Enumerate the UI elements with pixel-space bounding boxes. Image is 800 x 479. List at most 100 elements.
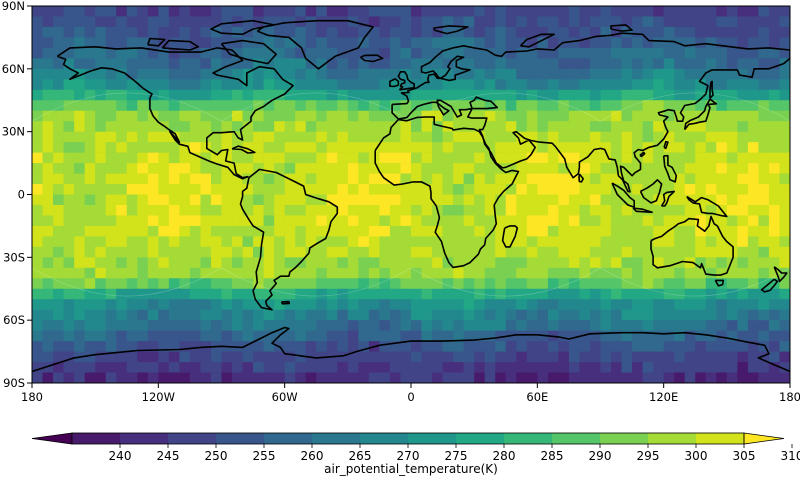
data-cell (463, 246, 475, 258)
data-cell (537, 351, 549, 363)
data-cell (547, 68, 559, 80)
data-cell (232, 79, 243, 91)
data-cell (463, 142, 475, 153)
data-cell (600, 37, 612, 49)
data-cell (432, 351, 443, 363)
data-cell (758, 6, 770, 17)
data-cell (421, 131, 433, 143)
data-cell (726, 37, 738, 49)
coastline-cuba (231, 145, 256, 154)
data-cell (74, 320, 85, 331)
data-cell (263, 236, 275, 248)
data-cell (737, 194, 749, 206)
data-cell (432, 37, 443, 49)
data-cell (316, 267, 328, 279)
data-cell (411, 26, 422, 38)
data-cell (547, 225, 559, 237)
data-cell (579, 372, 591, 383)
data-cell (505, 215, 517, 227)
data-cell (63, 16, 75, 28)
data-cell (95, 288, 106, 300)
data-cell (600, 152, 612, 164)
data-cell (189, 246, 201, 258)
data-cell (63, 26, 75, 38)
data-cell (137, 194, 149, 206)
data-cell (358, 320, 370, 331)
data-cell (305, 6, 317, 17)
data-cell (158, 152, 170, 164)
data-cell (684, 278, 696, 290)
data-cell (747, 267, 759, 279)
data-cell (368, 215, 380, 227)
data-cell (147, 215, 159, 227)
data-cell (295, 330, 307, 342)
data-cell (168, 121, 180, 132)
data-cell (716, 267, 728, 279)
data-cell (221, 309, 233, 321)
data-cell (705, 68, 717, 80)
data-cell (632, 100, 643, 112)
data-cell (32, 142, 43, 153)
data-cell (442, 278, 454, 290)
data-cell (621, 173, 633, 185)
data-cell (63, 309, 75, 321)
data-cell (63, 68, 75, 80)
coastline-north-america (56, 46, 294, 180)
data-cell (53, 16, 64, 28)
data-cell (358, 121, 370, 132)
data-cell (558, 330, 570, 342)
data-cell (621, 163, 633, 174)
data-cell (726, 16, 738, 28)
data-cell (421, 320, 433, 331)
data-cell (737, 309, 749, 321)
data-cell (63, 215, 75, 227)
data-cell (137, 204, 149, 216)
data-cell (463, 184, 475, 195)
data-cell (579, 37, 591, 49)
data-cell (747, 58, 759, 70)
data-cell (684, 152, 696, 164)
data-cell (411, 341, 422, 352)
data-cell (684, 215, 696, 227)
data-cell (84, 121, 96, 132)
data-cell (758, 194, 770, 206)
data-cell (42, 362, 54, 373)
data-cell (516, 184, 528, 195)
data-cell (84, 47, 96, 59)
data-cell (147, 163, 159, 174)
data-cell (137, 47, 149, 59)
data-cell (274, 309, 285, 321)
data-cell (474, 110, 485, 122)
data-cell (463, 152, 475, 164)
data-cell (537, 341, 549, 352)
data-cell (421, 204, 433, 216)
data-cell (263, 68, 275, 80)
data-cell (495, 26, 507, 38)
data-cell (221, 26, 233, 38)
data-cell (400, 351, 412, 363)
data-cell (358, 236, 370, 248)
data-cell (137, 152, 149, 164)
data-cell (274, 288, 285, 300)
data-cell (779, 47, 790, 59)
data-cell (758, 236, 770, 248)
data-cell (263, 142, 275, 153)
data-cell (284, 288, 296, 300)
data-cell (189, 100, 201, 112)
data-cell (421, 246, 433, 258)
data-cell (747, 299, 759, 310)
data-cell (63, 110, 75, 122)
data-cell (189, 89, 201, 101)
data-cell (537, 215, 549, 227)
data-cell (242, 58, 254, 70)
data-cell (389, 351, 401, 363)
data-cell (526, 278, 538, 290)
data-cell (600, 142, 612, 153)
data-cell (695, 121, 707, 132)
data-cell (547, 26, 559, 38)
data-cell (747, 215, 759, 227)
data-cell (484, 236, 496, 248)
data-cell (758, 309, 770, 321)
data-cell (189, 309, 201, 321)
data-cell (768, 173, 780, 185)
